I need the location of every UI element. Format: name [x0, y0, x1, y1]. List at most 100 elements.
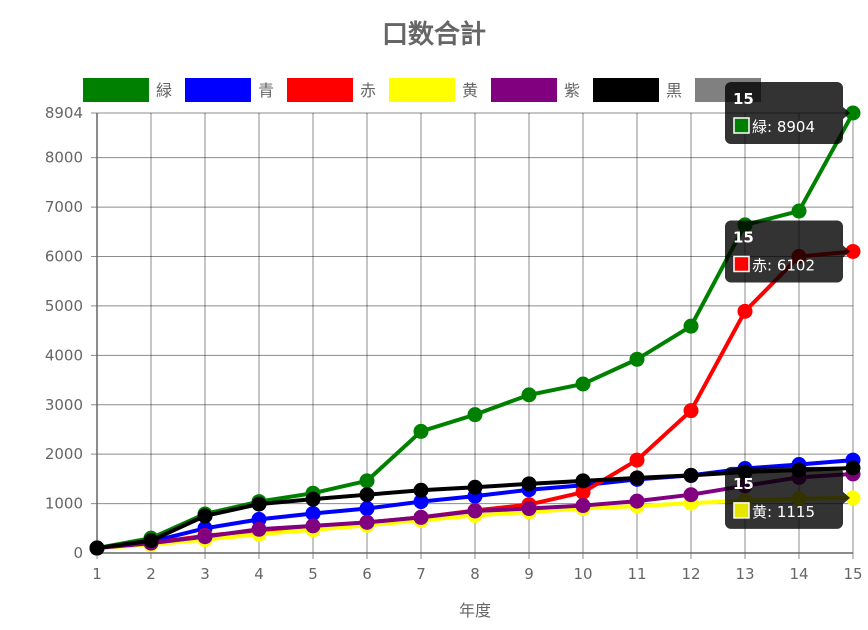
legend-item[interactable]: 青 [185, 78, 274, 102]
y-tick-label: 0 [73, 544, 83, 562]
data-point [197, 529, 213, 545]
x-tick-label: 12 [681, 565, 700, 583]
tooltip-box [725, 220, 843, 283]
x-axis-label: 年度 [459, 601, 491, 620]
data-point [251, 521, 267, 537]
data-point [737, 303, 753, 319]
x-tick-label: 8 [470, 565, 480, 583]
x-tick-label: 3 [200, 565, 210, 583]
tooltip-title: 15 [733, 90, 754, 108]
data-point [413, 494, 429, 510]
data-point [143, 533, 159, 549]
data-point [575, 498, 591, 514]
x-tick-label: 1 [92, 565, 102, 583]
tooltip-label: 緑: 8904 [752, 118, 815, 136]
data-point [683, 318, 699, 334]
data-point [683, 487, 699, 503]
data-point [89, 540, 105, 556]
tooltip-color-swatch [733, 117, 750, 134]
legend-label: 紫 [564, 81, 580, 100]
data-point [521, 501, 537, 517]
legend-label: 黒 [666, 81, 682, 100]
legend-swatch [83, 78, 149, 102]
tooltip-caret [843, 245, 850, 258]
legend-item[interactable]: 紫 [491, 78, 580, 102]
tooltip-caret [843, 107, 850, 119]
x-tick-label: 6 [362, 565, 372, 583]
legend-swatch [185, 78, 251, 102]
x-tick-label: 11 [627, 565, 646, 583]
x-tick-label: 14 [789, 565, 808, 583]
legend-swatch [593, 78, 659, 102]
tooltip-title: 15 [733, 475, 754, 493]
x-tick-label: 10 [573, 565, 592, 583]
tooltip-title: 15 [733, 228, 754, 246]
legend-label: 黄 [462, 81, 478, 100]
y-tick-label: 5000 [45, 297, 83, 315]
data-point [359, 487, 375, 503]
tooltip: 15 緑: 8904 [725, 82, 850, 144]
data-point [845, 490, 861, 506]
legend-swatch [287, 78, 353, 102]
y-tick-label: 1000 [45, 495, 83, 513]
legend: 緑青赤黄紫黒 [83, 78, 761, 102]
x-tick-label: 2 [146, 565, 156, 583]
data-point [575, 376, 591, 392]
x-tick-label: 13 [735, 565, 754, 583]
tooltip: 15 黄: 1115 [725, 466, 850, 529]
legend-swatch [491, 78, 557, 102]
tooltip: 15 赤: 6102 [725, 220, 850, 283]
y-tick-label: 4000 [45, 346, 83, 364]
data-point [413, 482, 429, 498]
y-tick-label: 7000 [45, 198, 83, 216]
data-point [467, 407, 483, 423]
legend-item[interactable]: 黒 [593, 78, 682, 102]
tooltip-color-swatch [733, 502, 750, 519]
tooltip-label: 赤: 6102 [752, 256, 815, 274]
data-point [359, 514, 375, 530]
x-tick-label: 7 [416, 565, 426, 583]
legend-item[interactable]: 緑 [83, 78, 172, 102]
data-point [467, 479, 483, 495]
x-tick-label: 4 [254, 565, 264, 583]
data-point [629, 351, 645, 367]
x-tick-label: 9 [524, 565, 534, 583]
y-tick-label: 6000 [45, 248, 83, 266]
legend-label: 赤 [360, 81, 376, 100]
data-point [575, 473, 591, 489]
legend-label: 緑 [156, 81, 172, 100]
y-tick-label: 8904 [45, 104, 83, 122]
data-point [845, 243, 861, 259]
data-point [467, 503, 483, 519]
data-point [845, 460, 861, 476]
legend-label: 青 [258, 81, 274, 100]
data-point [413, 423, 429, 439]
tooltips: 15 緑: 8904 15 赤: 6102 15 黄: 1115 [725, 82, 850, 529]
data-point [683, 403, 699, 419]
legend-swatch [389, 78, 455, 102]
y-tick-label: 2000 [45, 445, 83, 463]
data-point [305, 491, 321, 507]
data-point [305, 518, 321, 534]
chart-title: 口数合計 [382, 19, 486, 50]
x-tick-label: 15 [843, 565, 862, 583]
data-point [359, 473, 375, 489]
data-point [521, 476, 537, 492]
data-point [629, 493, 645, 509]
legend-item[interactable]: 赤 [287, 78, 376, 102]
tooltip-box [725, 466, 843, 529]
data-point [359, 501, 375, 517]
data-point [521, 387, 537, 403]
tooltip-caret [843, 491, 850, 504]
data-point [413, 509, 429, 525]
x-tick-label: 5 [308, 565, 318, 583]
data-point [791, 203, 807, 219]
data-point [251, 496, 267, 512]
data-point [575, 484, 591, 500]
tooltip-box [725, 82, 843, 144]
data-point [629, 470, 645, 486]
data-point [305, 505, 321, 521]
legend-item[interactable]: 黄 [389, 78, 478, 102]
data-point [845, 105, 861, 121]
